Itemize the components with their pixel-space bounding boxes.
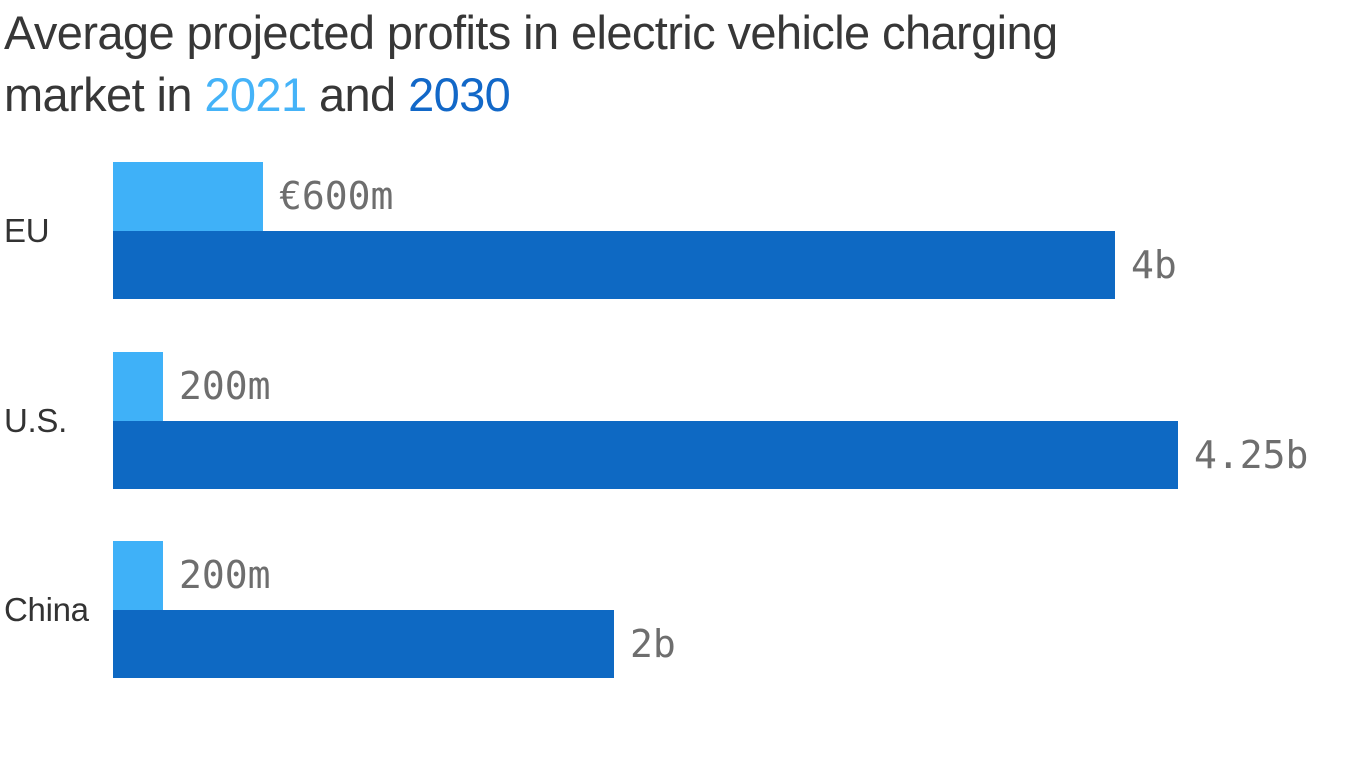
title-connector: and <box>306 68 409 121</box>
bar-2021-eu <box>113 162 263 231</box>
bar-2021-china <box>113 541 163 610</box>
bar-2030-us <box>113 421 1178 489</box>
chart-row-china: China 200m 2b <box>0 541 1366 679</box>
title-year-2030-highlight: 2030 <box>408 68 511 121</box>
value-label-2021-china: 200m <box>179 553 271 597</box>
title-line1: Average projected profits in electric ve… <box>4 6 1058 59</box>
title-year-2021-highlight: 2021 <box>204 68 307 121</box>
value-label-2021-eu: €600m <box>279 174 394 218</box>
value-label-2030-eu: 4b <box>1131 243 1177 287</box>
category-label-us: U.S. <box>4 402 67 439</box>
value-label-2030-us: 4.25b <box>1194 433 1309 477</box>
value-label-2030-china: 2b <box>630 622 676 666</box>
chart-row-us: U.S. 200m 4.25b <box>0 352 1366 490</box>
bar-2030-eu <box>113 231 1115 299</box>
category-label-eu: EU <box>4 212 50 249</box>
value-label-2021-us: 200m <box>179 364 271 408</box>
title-line2-prefix: market in <box>4 68 205 121</box>
chart-title: Average projected profits in electric ve… <box>4 2 1344 126</box>
bar-2030-china <box>113 610 614 678</box>
bar-2021-us <box>113 352 163 421</box>
category-label-china: China <box>4 591 89 628</box>
chart-row-eu: EU €600m 4b <box>0 162 1366 300</box>
